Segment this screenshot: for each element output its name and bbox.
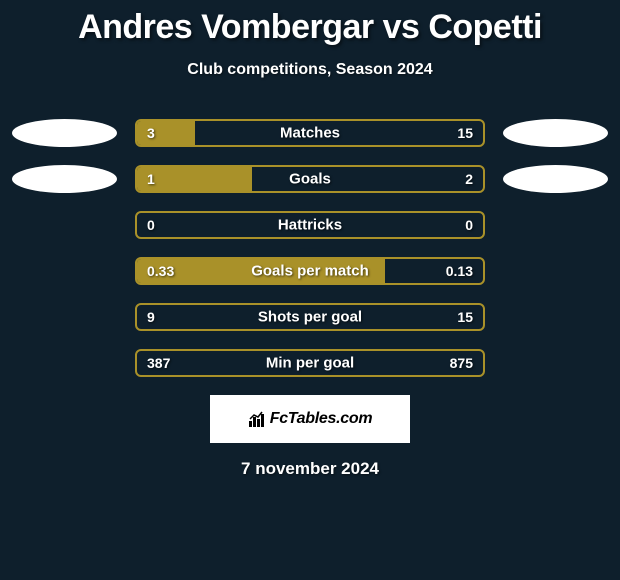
- stat-value-left: 1: [147, 171, 155, 187]
- stat-label: Hattricks: [278, 217, 342, 234]
- stat-value-right: 15: [457, 125, 473, 141]
- stat-value-left: 0.33: [147, 263, 174, 279]
- stat-row: 1 Goals 2: [0, 165, 620, 193]
- stat-value-right: 15: [457, 309, 473, 325]
- stat-bar: 0.33 Goals per match 0.13: [135, 257, 485, 285]
- stat-value-left: 3: [147, 125, 155, 141]
- stat-row: 0.33 Goals per match 0.13: [0, 257, 620, 285]
- brand-text: FcTables.com: [270, 410, 373, 428]
- stat-value-right: 0: [465, 217, 473, 233]
- stat-value-left: 9: [147, 309, 155, 325]
- stat-row: 387 Min per goal 875: [0, 349, 620, 377]
- spacer: [12, 211, 117, 239]
- stat-row: 0 Hattricks 0: [0, 211, 620, 239]
- stat-bar: 9 Shots per goal 15: [135, 303, 485, 331]
- page-title: Andres Vombergar vs Copetti: [0, 0, 620, 47]
- stat-bar-fill: [137, 121, 195, 145]
- stat-value-right: 2: [465, 171, 473, 187]
- spacer: [12, 349, 117, 377]
- stat-label: Shots per goal: [258, 309, 362, 326]
- stat-bar: 3 Matches 15: [135, 119, 485, 147]
- brand-badge: FcTables.com: [210, 395, 410, 443]
- spacer: [503, 211, 608, 239]
- subtitle: Club competitions, Season 2024: [0, 61, 620, 79]
- stat-value-right: 0.13: [446, 263, 473, 279]
- stats-container: 3 Matches 15 1 Goals 2 0 Hattricks 0 0.33 Goals pe…: [0, 119, 620, 377]
- spacer: [12, 303, 117, 331]
- spacer: [503, 257, 608, 285]
- brand-chart-icon: [248, 411, 268, 427]
- stat-row: 3 Matches 15: [0, 119, 620, 147]
- player-left-oval: [12, 119, 117, 147]
- stat-row: 9 Shots per goal 15: [0, 303, 620, 331]
- stat-label: Goals per match: [251, 263, 369, 280]
- stat-label: Min per goal: [266, 355, 354, 372]
- stat-bar: 1 Goals 2: [135, 165, 485, 193]
- stat-value-left: 0: [147, 217, 155, 233]
- stat-value-left: 387: [147, 355, 170, 371]
- stat-value-right: 875: [450, 355, 473, 371]
- stat-label: Matches: [280, 125, 340, 142]
- player-right-oval: [503, 165, 608, 193]
- spacer: [12, 257, 117, 285]
- spacer: [503, 349, 608, 377]
- stat-bar: 0 Hattricks 0: [135, 211, 485, 239]
- player-right-oval: [503, 119, 608, 147]
- date-text: 7 november 2024: [0, 459, 620, 479]
- spacer: [503, 303, 608, 331]
- player-left-oval: [12, 165, 117, 193]
- stat-label: Goals: [289, 171, 331, 188]
- stat-bar: 387 Min per goal 875: [135, 349, 485, 377]
